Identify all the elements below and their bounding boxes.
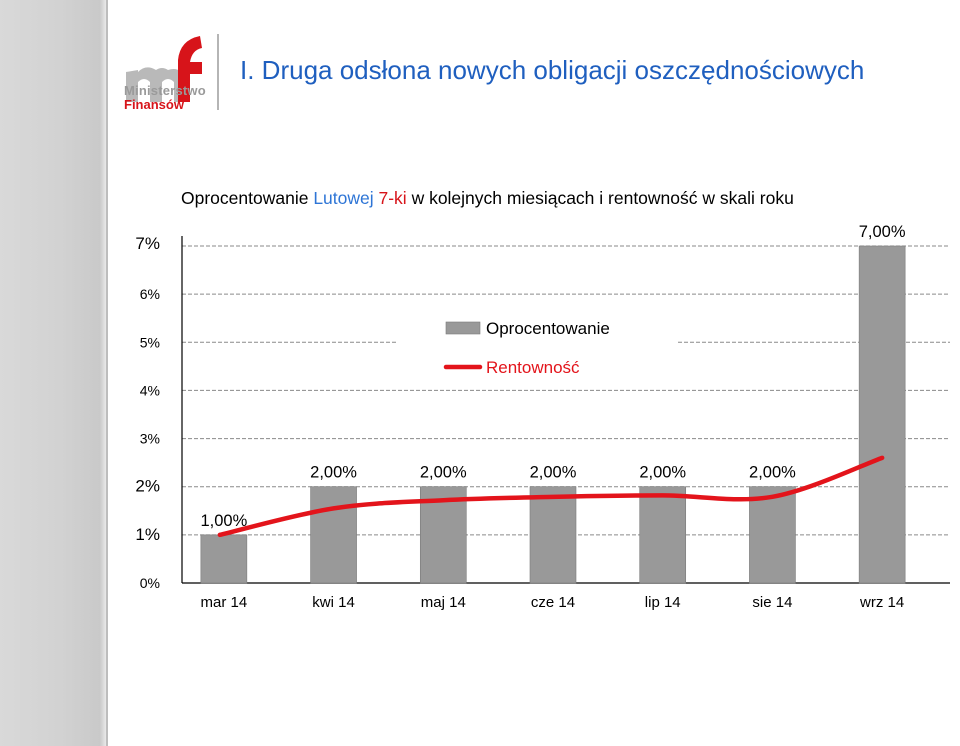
y-tick-label: 2%: [135, 477, 160, 496]
y-tick-label: 5%: [140, 334, 160, 350]
logo-text-ministry: Ministerstwo: [124, 83, 206, 98]
y-tick-label: 6%: [140, 286, 160, 302]
logo-divider: [217, 34, 219, 110]
bar-data-label: 2,00%: [639, 464, 686, 482]
rentownosc-line: [217, 455, 885, 538]
bar-mar-14: [200, 534, 248, 584]
x-tick-label: wrz 14: [859, 594, 904, 611]
bar-data-label: 2,00%: [420, 464, 467, 482]
bar-kwi-14: [310, 486, 357, 584]
y-tick-label: 3%: [140, 431, 160, 447]
chart-title-part-4: w kolejnych miesiącach i rentowność w sk…: [406, 188, 794, 208]
bar-data-label: 2,00%: [749, 464, 796, 482]
legend-label-rentownosc: Rentowność: [486, 358, 580, 377]
bar-wrz-14: [858, 245, 906, 584]
x-tick-label: sie 14: [752, 594, 792, 611]
x-tick-label: mar 14: [201, 594, 248, 611]
chart-title-part-2: Lutowej: [313, 188, 379, 208]
x-tick-label: maj 14: [421, 594, 466, 611]
side-panel: [0, 0, 108, 746]
y-tick-label: 0%: [140, 575, 160, 591]
y-tick-label: 1%: [135, 525, 160, 544]
chart-title-part-1: Oprocentowanie: [181, 188, 314, 208]
y-tick-label: 4%: [140, 382, 160, 398]
x-tick-label: cze 14: [531, 594, 575, 611]
bar-cze-14: [529, 486, 577, 584]
x-tick-label: kwi 14: [312, 594, 355, 611]
x-tick-label: lip 14: [645, 594, 681, 611]
legend-label-oprocentowanie: Oprocentowanie: [486, 319, 610, 338]
legend-swatch-oprocentowanie: [445, 321, 481, 335]
chart-title-part-3: 7-ki: [378, 188, 407, 208]
ministry-logo-icon: [126, 36, 202, 102]
bar-data-label: 2,00%: [310, 464, 357, 482]
page-title: I. Druga odsłona nowych obligacji oszczę…: [240, 55, 865, 85]
y-tick-label: 7%: [135, 234, 160, 253]
logo-text-finance: Finansów: [124, 97, 184, 112]
bar-data-label: 2,00%: [530, 464, 577, 482]
chart-title: Oprocentowanie Lutowej 7-ki w kolejnych …: [181, 188, 794, 209]
bar-lip-14: [639, 486, 687, 584]
bar-data-label: 7,00%: [859, 223, 906, 241]
bar-data-label: 1,00%: [200, 512, 247, 530]
bar-sie-14: [749, 486, 796, 584]
